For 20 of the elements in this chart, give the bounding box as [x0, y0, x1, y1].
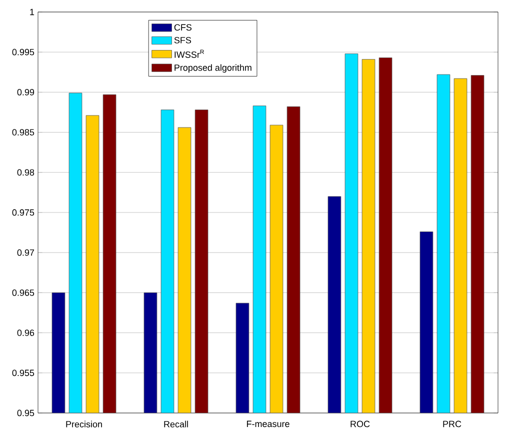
y-tick-label: 0.955 [12, 370, 34, 376]
y-tick-label: 0.97 [17, 249, 34, 256]
y-tick-label: 0.98 [17, 169, 34, 176]
y-tick-label: 0.965 [12, 290, 34, 296]
x-tick-label: Recall [164, 420, 188, 428]
y-tick-label: 0.96 [17, 330, 34, 336]
x-tick-label: ROC [350, 420, 370, 428]
legend-label: Proposed algorithm [174, 64, 252, 73]
y-tick-label: 1 [30, 8, 34, 16]
legend-label: CFS [174, 24, 192, 31]
y-tick-label: 0.99 [17, 89, 34, 96]
y-tick-label: 0.95 [17, 410, 34, 416]
y-tick-label: 0.975 [12, 209, 34, 216]
legend-label: IWSSr$^{R}$ [174, 50, 204, 58]
x-tick-label: F-measure [246, 420, 290, 428]
legend-label: SFS [174, 37, 192, 44]
y-tick-label: 0.995 [12, 48, 34, 56]
x-tick-label: Precision [66, 420, 102, 428]
y-tick-label: 0.985 [12, 129, 34, 136]
x-tick-label: PRC [443, 420, 462, 428]
